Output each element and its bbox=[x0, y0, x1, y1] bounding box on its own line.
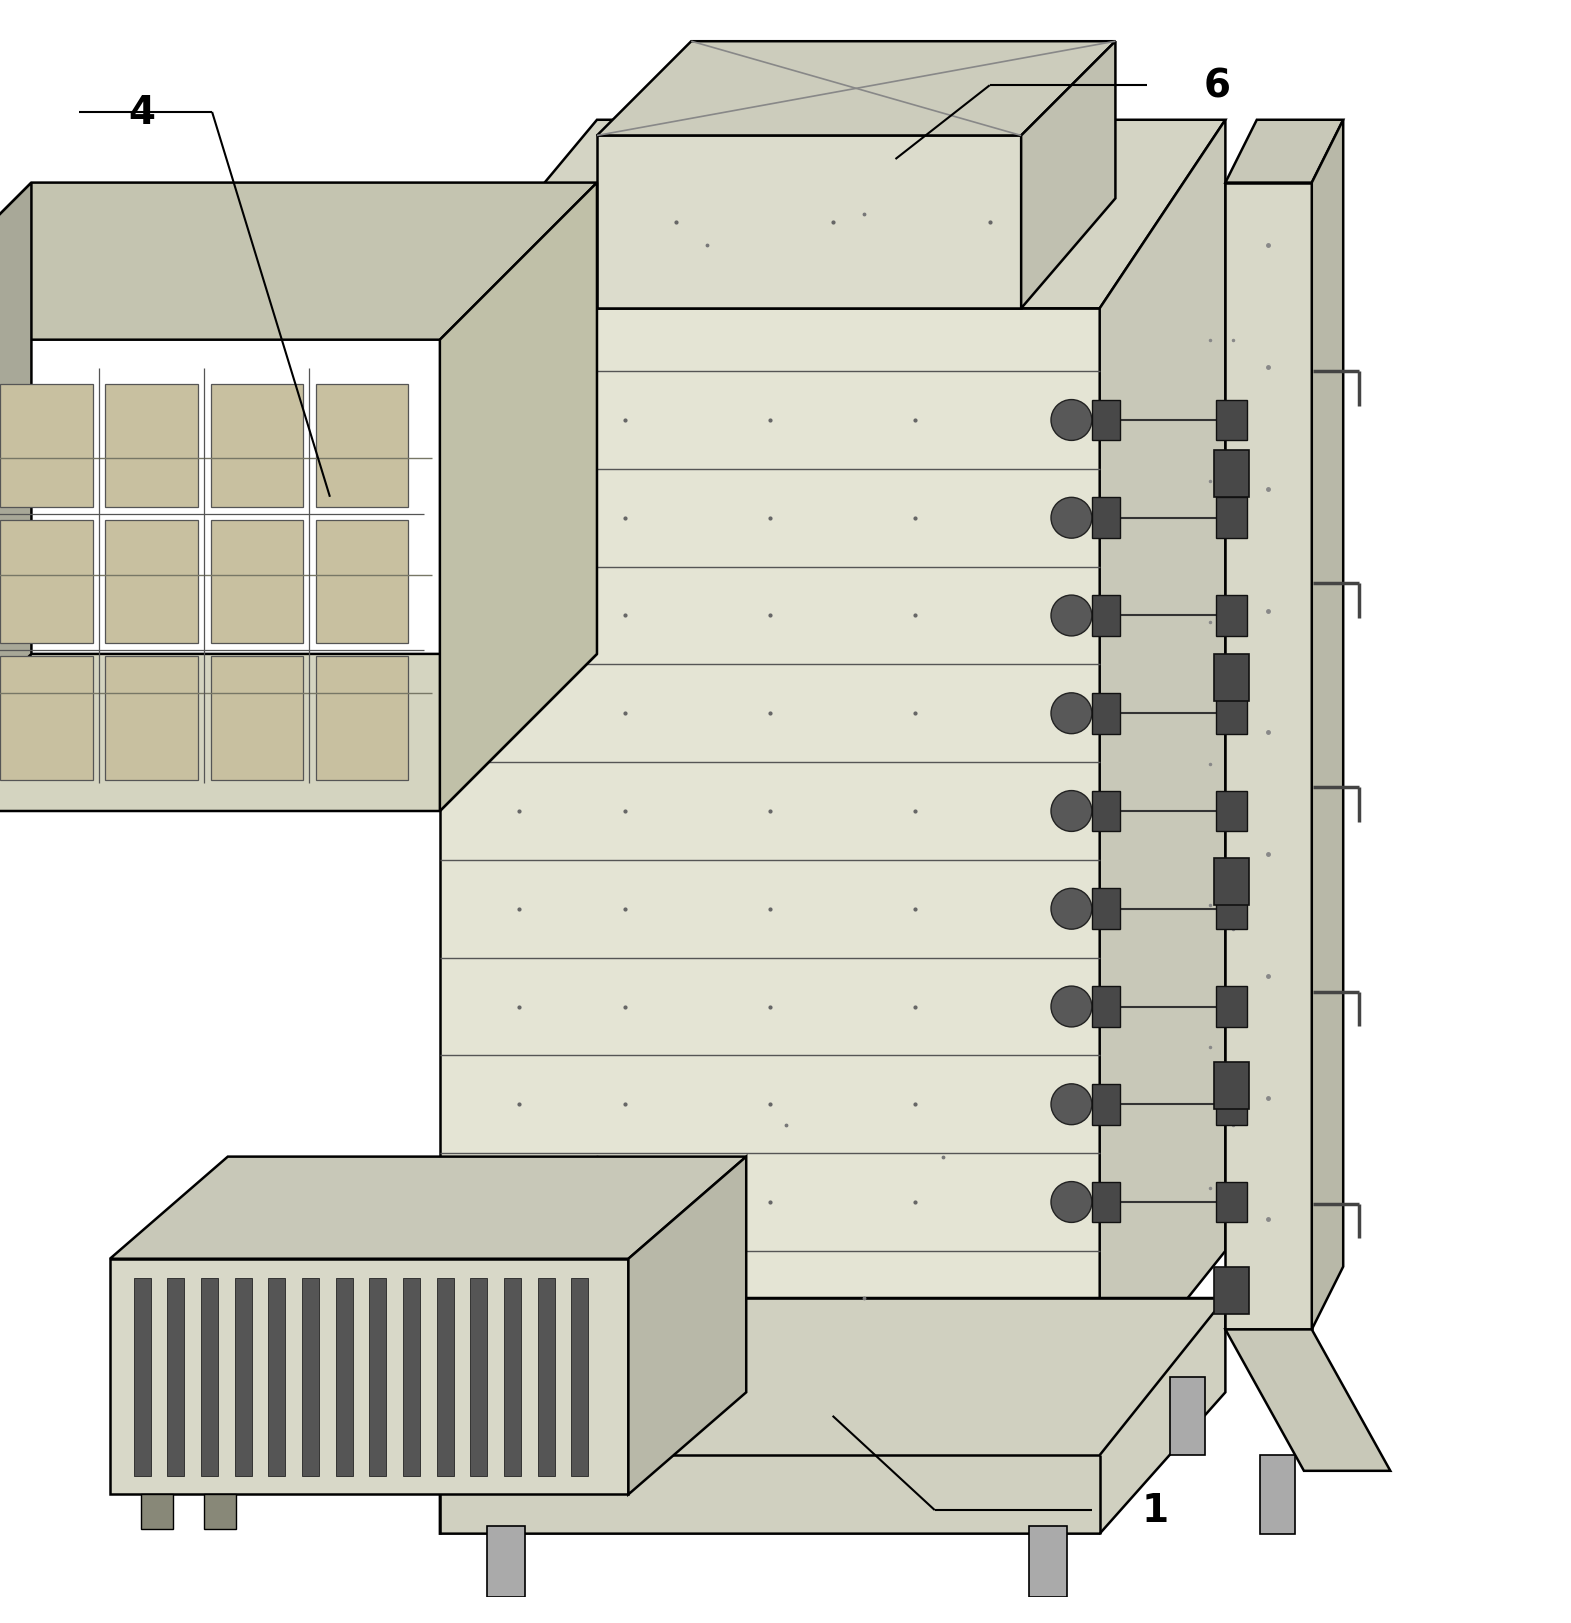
Circle shape bbox=[1051, 498, 1092, 539]
Polygon shape bbox=[105, 385, 198, 508]
Polygon shape bbox=[369, 1277, 386, 1475]
FancyBboxPatch shape bbox=[1216, 401, 1247, 441]
Polygon shape bbox=[211, 657, 303, 781]
FancyBboxPatch shape bbox=[1216, 498, 1247, 539]
Bar bbox=[1170, 1376, 1205, 1456]
Polygon shape bbox=[440, 1298, 1225, 1534]
Polygon shape bbox=[440, 120, 1225, 308]
Polygon shape bbox=[537, 1277, 555, 1475]
Polygon shape bbox=[336, 1277, 353, 1475]
Polygon shape bbox=[211, 385, 303, 508]
Polygon shape bbox=[1225, 183, 1312, 1329]
FancyBboxPatch shape bbox=[1214, 654, 1249, 701]
FancyBboxPatch shape bbox=[1214, 1268, 1249, 1315]
Polygon shape bbox=[167, 1277, 184, 1475]
Polygon shape bbox=[0, 521, 93, 644]
Polygon shape bbox=[0, 183, 31, 812]
FancyBboxPatch shape bbox=[1216, 790, 1247, 833]
Polygon shape bbox=[440, 183, 597, 812]
Circle shape bbox=[1051, 1182, 1092, 1222]
Polygon shape bbox=[234, 1277, 251, 1475]
Bar bbox=[1029, 1526, 1067, 1597]
FancyBboxPatch shape bbox=[1216, 889, 1247, 930]
FancyBboxPatch shape bbox=[1092, 1182, 1120, 1222]
Polygon shape bbox=[134, 1277, 151, 1475]
FancyBboxPatch shape bbox=[1216, 1084, 1247, 1125]
Polygon shape bbox=[1225, 120, 1343, 183]
Polygon shape bbox=[628, 1157, 746, 1495]
Circle shape bbox=[1051, 693, 1092, 734]
Circle shape bbox=[1051, 596, 1092, 636]
Polygon shape bbox=[1021, 42, 1115, 308]
Polygon shape bbox=[110, 1259, 628, 1495]
FancyBboxPatch shape bbox=[1092, 889, 1120, 930]
Polygon shape bbox=[110, 1157, 746, 1259]
FancyBboxPatch shape bbox=[1092, 1084, 1120, 1125]
Polygon shape bbox=[105, 657, 198, 781]
Polygon shape bbox=[440, 308, 1100, 1409]
Text: 1: 1 bbox=[1141, 1492, 1169, 1529]
Polygon shape bbox=[269, 1277, 286, 1475]
Polygon shape bbox=[302, 1277, 319, 1475]
Polygon shape bbox=[402, 1277, 419, 1475]
Circle shape bbox=[1051, 401, 1092, 441]
Polygon shape bbox=[0, 385, 93, 508]
Bar bbox=[141, 1495, 173, 1529]
FancyBboxPatch shape bbox=[1092, 401, 1120, 441]
Polygon shape bbox=[211, 521, 303, 644]
Circle shape bbox=[1051, 790, 1092, 833]
Polygon shape bbox=[201, 1277, 218, 1475]
Bar bbox=[1260, 1456, 1295, 1534]
Circle shape bbox=[1051, 1084, 1092, 1125]
Polygon shape bbox=[597, 42, 1115, 136]
FancyBboxPatch shape bbox=[1092, 498, 1120, 539]
Polygon shape bbox=[1225, 1329, 1390, 1470]
Bar bbox=[487, 1526, 525, 1597]
FancyBboxPatch shape bbox=[1216, 693, 1247, 734]
FancyBboxPatch shape bbox=[1216, 1182, 1247, 1222]
Polygon shape bbox=[0, 654, 597, 812]
FancyBboxPatch shape bbox=[1092, 693, 1120, 734]
FancyBboxPatch shape bbox=[1092, 987, 1120, 1027]
FancyBboxPatch shape bbox=[1092, 790, 1120, 833]
Polygon shape bbox=[504, 1277, 522, 1475]
FancyBboxPatch shape bbox=[1092, 596, 1120, 636]
Polygon shape bbox=[0, 657, 93, 781]
Bar bbox=[204, 1495, 236, 1529]
FancyBboxPatch shape bbox=[1214, 1063, 1249, 1110]
Polygon shape bbox=[316, 657, 408, 781]
Polygon shape bbox=[572, 1277, 589, 1475]
Text: 4: 4 bbox=[127, 94, 156, 131]
Polygon shape bbox=[1100, 120, 1225, 1409]
Polygon shape bbox=[437, 1277, 454, 1475]
Polygon shape bbox=[316, 385, 408, 508]
FancyBboxPatch shape bbox=[1214, 859, 1249, 906]
Text: 6: 6 bbox=[1203, 67, 1232, 105]
Polygon shape bbox=[470, 1277, 487, 1475]
FancyBboxPatch shape bbox=[1214, 451, 1249, 498]
Polygon shape bbox=[1312, 120, 1343, 1329]
Polygon shape bbox=[597, 136, 1021, 308]
Polygon shape bbox=[316, 521, 408, 644]
Circle shape bbox=[1051, 987, 1092, 1027]
Polygon shape bbox=[105, 521, 198, 644]
FancyBboxPatch shape bbox=[1216, 596, 1247, 636]
Circle shape bbox=[1051, 889, 1092, 930]
FancyBboxPatch shape bbox=[1216, 987, 1247, 1027]
Polygon shape bbox=[0, 183, 597, 341]
